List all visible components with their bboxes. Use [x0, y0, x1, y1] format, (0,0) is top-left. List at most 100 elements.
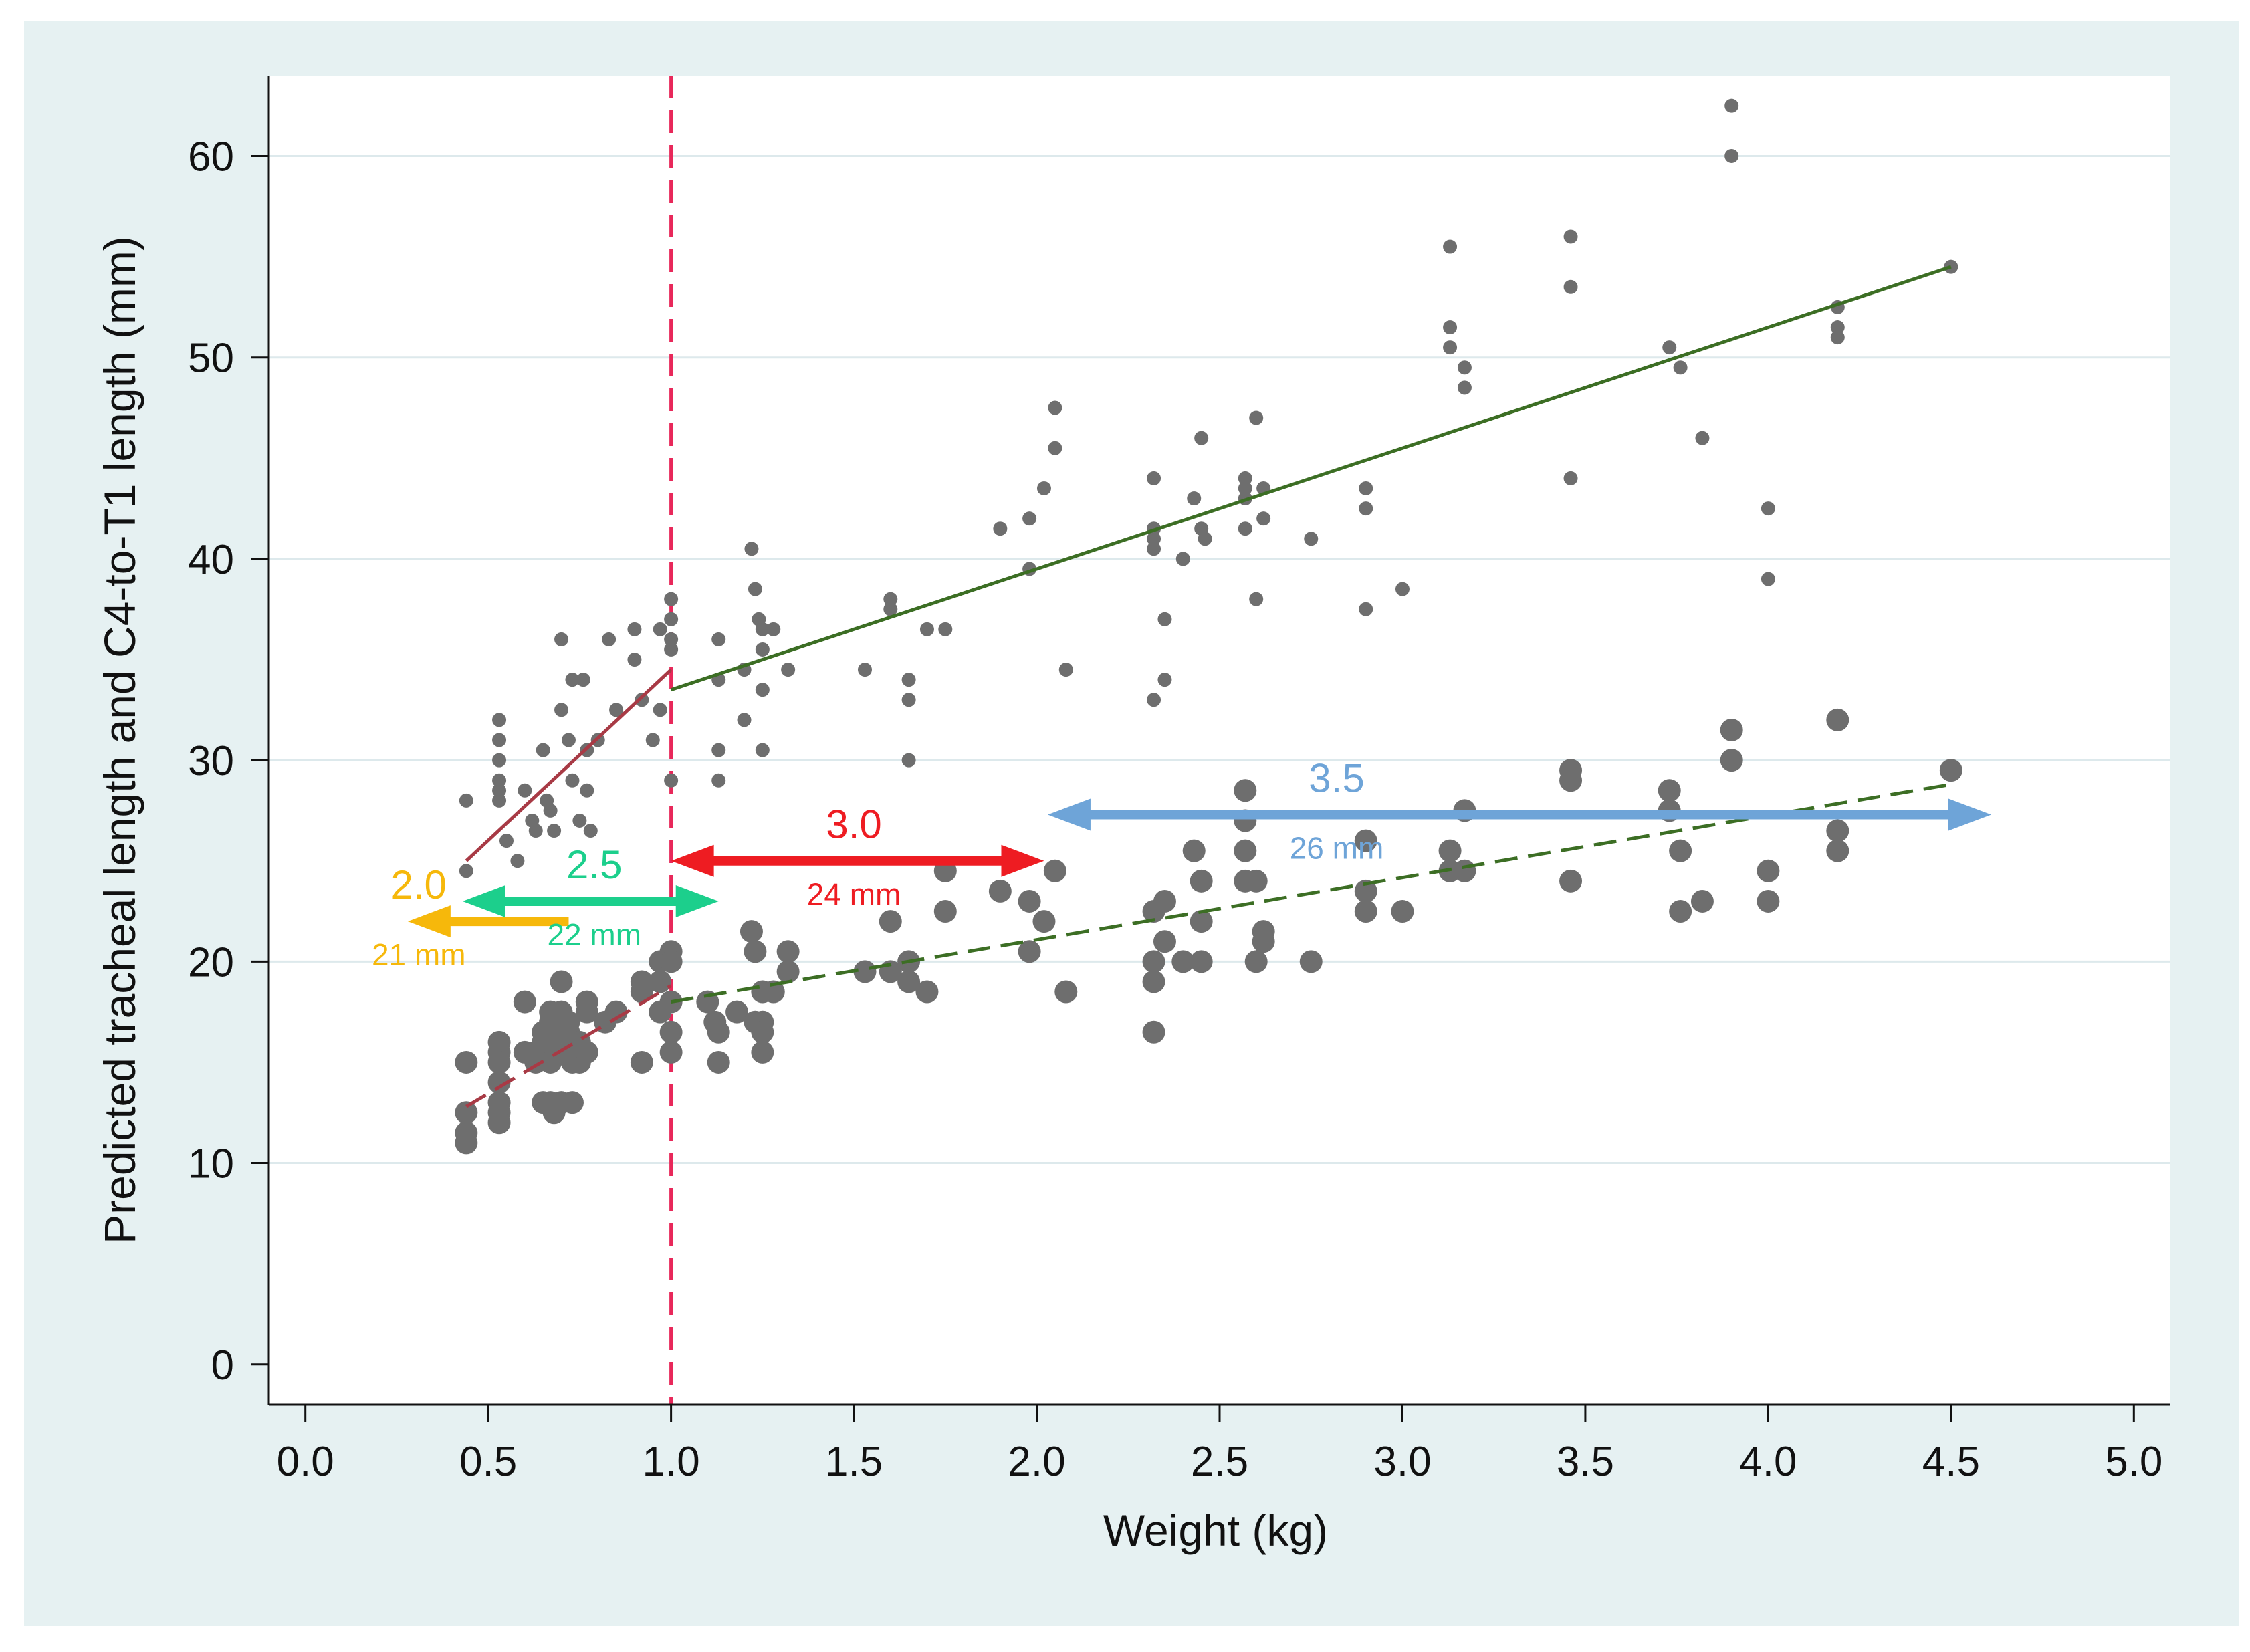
- tracheal-point-28: [602, 632, 616, 646]
- c4t1-point-85: [1153, 930, 1176, 953]
- tracheal-point-109: [1761, 501, 1775, 516]
- c4t1-point-74: [988, 879, 1012, 903]
- arrow-3-0: 3.0 24 mm: [671, 802, 1044, 912]
- grid-lines: [269, 154, 2170, 1165]
- c4t1-point-114: [1669, 900, 1692, 923]
- tracheal-point-105: [1673, 360, 1688, 375]
- tracheal-point-60: [901, 693, 916, 707]
- c4t1-point-93: [1234, 839, 1257, 862]
- tracheal-point-18: [554, 703, 569, 717]
- c4t1-point-90: [1190, 950, 1213, 973]
- arrow-2-0-size-label: 2.0: [391, 862, 447, 907]
- tracheal-point-3: [492, 733, 507, 747]
- arrow-3-5-size-label: 3.5: [1309, 755, 1364, 800]
- tracheal-point-1: [459, 864, 473, 878]
- tracheal-point-108: [1724, 148, 1739, 163]
- arrow-2-5: 2.5 22 mm: [462, 842, 719, 952]
- c4t1-point-86: [1171, 950, 1195, 973]
- tracheal-point-92: [1359, 481, 1373, 495]
- tracheal-point-38: [664, 632, 679, 646]
- tracheal-point-6: [492, 783, 507, 798]
- x-tick-label-5.0: 5.0: [2105, 1439, 2162, 1485]
- c4t1-point-53: [707, 1020, 730, 1044]
- tracheal-point-113: [1830, 330, 1845, 345]
- tracheal-point-75: [1147, 693, 1161, 707]
- tracheal-point-2: [492, 713, 507, 727]
- c4t1-point-11: [513, 990, 536, 1014]
- y-tick-label-50: 50: [188, 336, 234, 382]
- tracheal-point-82: [1198, 532, 1212, 546]
- c4t1-point-54: [707, 1050, 730, 1074]
- tracheal-point-95: [1395, 582, 1410, 596]
- c4t1-point-44: [649, 970, 672, 993]
- y-tick-label-30: 30: [188, 738, 234, 784]
- c4t1-point-109: [1559, 769, 1583, 792]
- tracheal-point-53: [755, 743, 770, 757]
- fit-line-2: [465, 984, 672, 1108]
- c4t1-point-79: [1054, 980, 1078, 1004]
- c4t1-point-32: [560, 1091, 584, 1114]
- c4t1-point-121: [1826, 819, 1849, 842]
- x-tick-label-0.5: 0.5: [459, 1439, 517, 1485]
- c4t1-point-63: [762, 980, 785, 1004]
- tracheal-point-48: [748, 582, 762, 596]
- c4t1-point-96: [1244, 950, 1268, 973]
- tracheal-point-15: [543, 803, 558, 818]
- tracheal-point-20: [565, 673, 580, 687]
- tracheal-point-0: [459, 793, 473, 808]
- tracheal-point-86: [1238, 521, 1252, 536]
- c4t1-point-49: [659, 1020, 683, 1044]
- c4t1-point-117: [1720, 749, 1743, 772]
- tracheal-point-8: [499, 834, 514, 848]
- c4t1-point-55: [725, 1000, 749, 1024]
- tracheal-point-62: [919, 622, 934, 636]
- tracheal-point-25: [580, 783, 594, 798]
- c4t1-point-73: [933, 900, 957, 923]
- c4t1-point-100: [1354, 829, 1377, 852]
- tracheal-point-68: [1048, 400, 1062, 415]
- tracheal-point-35: [653, 703, 667, 717]
- arrow-2-0: 2.0 21 mm: [372, 862, 569, 972]
- c4t1-point-71: [915, 980, 939, 1004]
- tracheal-point-47: [744, 542, 759, 556]
- c4t1-point-36: [575, 1000, 598, 1024]
- arrow-2-0-length-label: 21 mm: [372, 937, 466, 972]
- tracheal-point-67: [1036, 481, 1051, 495]
- arrow-2-5-head-left: [462, 884, 505, 917]
- c4t1-point-65: [776, 960, 800, 983]
- c4t1-point-42: [630, 1050, 653, 1074]
- tracheal-point-76: [1157, 612, 1172, 626]
- c4t1-point-88: [1190, 869, 1213, 893]
- c4t1-point-62: [751, 1040, 774, 1064]
- tracheal-point-70: [1058, 663, 1073, 677]
- c4t1-point-21: [539, 1050, 562, 1074]
- tracheal-point-103: [1563, 471, 1578, 485]
- fit-line-0: [465, 668, 673, 862]
- c4t1-point-57: [744, 940, 767, 963]
- tracheal-point-43: [711, 743, 726, 757]
- tracheal-point-80: [1194, 431, 1209, 445]
- tracheal-point-16: [547, 824, 562, 838]
- tracheal-point-110: [1761, 572, 1775, 586]
- c4t1-point-66: [853, 960, 877, 983]
- y-axis-title: Predicted tracheal length and C4-to-T1 l…: [95, 236, 144, 1244]
- c4t1-point-70: [897, 970, 921, 993]
- x-tick-label-4.5: 4.5: [1922, 1439, 1980, 1485]
- tracheal-point-98: [1443, 340, 1458, 355]
- tracheal-point-9: [510, 854, 525, 868]
- arrow-2-5-size-label: 2.5: [566, 842, 622, 887]
- arrow-2-5-length-label: 22 mm: [547, 917, 641, 952]
- tracheal-point-101: [1563, 229, 1578, 244]
- tracheal-point-61: [901, 753, 916, 768]
- tracheal-point-100: [1457, 380, 1472, 395]
- tracheal-point-93: [1359, 501, 1373, 516]
- tracheal-point-12: [528, 824, 543, 838]
- tracheal-point-30: [627, 622, 642, 636]
- tracheal-point-84: [1238, 481, 1252, 495]
- tracheal-point-57: [883, 592, 898, 606]
- tracheal-point-55: [781, 663, 796, 677]
- c4t1-point-102: [1354, 900, 1377, 923]
- x-axis-title: Weight (kg): [1103, 1506, 1328, 1555]
- tracheal-point-94: [1359, 602, 1373, 616]
- tracheal-point-74: [1147, 542, 1161, 556]
